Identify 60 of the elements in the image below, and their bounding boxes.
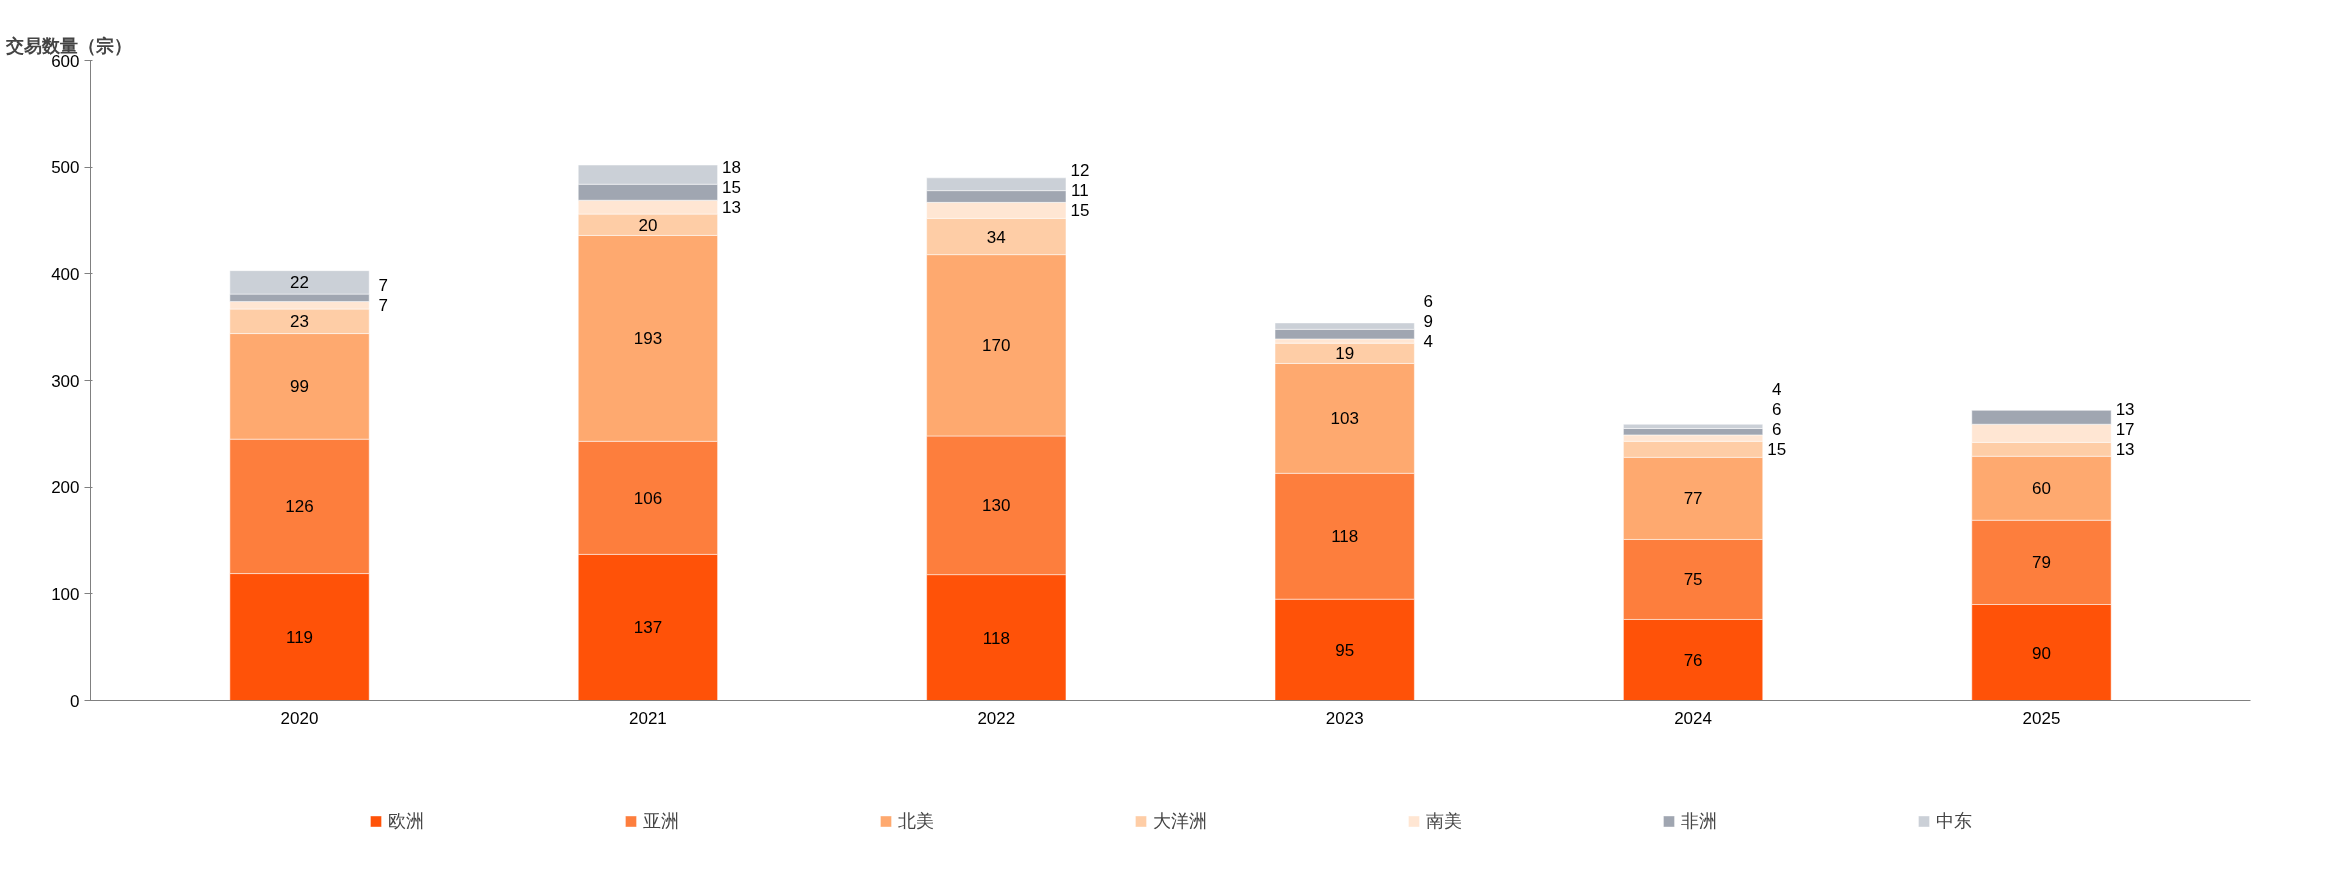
data-label: 76 [1683, 650, 1703, 670]
data-label: 4 [1423, 332, 1434, 352]
data-label: 6 [1423, 292, 1434, 312]
data-label: 77 [1683, 489, 1703, 509]
data-label: 75 [1683, 570, 1703, 590]
y-tick-label: 500 [51, 158, 80, 178]
data-label: 9 [1423, 312, 1434, 332]
data-label: 95 [1335, 640, 1355, 660]
data-label: 7 [378, 276, 388, 296]
x-tick-label: 2023 [1325, 708, 1364, 728]
x-tick-label: 2022 [977, 708, 1016, 728]
data-label: 11 [1071, 181, 1089, 201]
data-label: 34 [986, 227, 1006, 247]
data-label: 6 [1771, 420, 1782, 440]
y-tick-label: 400 [51, 264, 80, 284]
legend-label: 中东 [1935, 809, 1972, 833]
data-label: 20 [638, 215, 658, 235]
data-label: 193 [633, 329, 663, 349]
data-label: 18 [722, 158, 741, 178]
legend-label: 非洲 [1680, 809, 1717, 833]
data-label: 103 [1330, 409, 1359, 429]
data-label: 6 [1771, 400, 1782, 420]
data-label: 60 [2032, 479, 2051, 499]
y-tick-label: 200 [51, 478, 80, 498]
data-label: 118 [1331, 527, 1359, 547]
data-label: 15 [1070, 201, 1090, 221]
data-label: 13 [722, 198, 741, 218]
data-label: 15 [1767, 440, 1787, 460]
data-label: 106 [633, 488, 663, 508]
x-tick-label: 2021 [629, 708, 667, 728]
x-tick-label: 2020 [280, 708, 319, 728]
y-tick-label: 0 [70, 691, 80, 711]
data-label: 137 [633, 618, 663, 638]
data-label: 13 [2115, 440, 2135, 460]
data-label: 119 [285, 628, 314, 648]
data-label: 13 [2115, 400, 2135, 420]
data-label: 4 [1771, 380, 1782, 400]
data-label: 126 [285, 497, 314, 517]
data-label: 19 [1335, 344, 1355, 364]
legend-label: 欧洲 [387, 809, 424, 833]
data-label: 99 [290, 377, 309, 397]
data-label: 7 [378, 296, 388, 316]
legend-label: 南美 [1425, 809, 1462, 833]
legend-label: 北美 [897, 809, 934, 833]
data-label: 170 [982, 336, 1011, 356]
data-label: 130 [982, 496, 1011, 516]
legend-label: 亚洲 [642, 809, 679, 833]
data-label: 22 [290, 273, 309, 293]
data-label: 15 [722, 178, 741, 198]
data-label: 79 [2032, 553, 2051, 573]
x-tick-label: 2025 [2022, 708, 2061, 728]
y-tick-label: 100 [51, 584, 80, 604]
data-label: 90 [2032, 643, 2051, 663]
y-tick-label: 300 [51, 371, 80, 391]
data-label: 23 [290, 312, 309, 332]
data-label: 118 [982, 628, 1010, 648]
data-label: 12 [1070, 161, 1090, 181]
legend-label: 大洋洲 [1152, 809, 1207, 833]
x-tick-label: 2024 [1674, 708, 1712, 728]
data-label: 17 [2115, 420, 2135, 440]
